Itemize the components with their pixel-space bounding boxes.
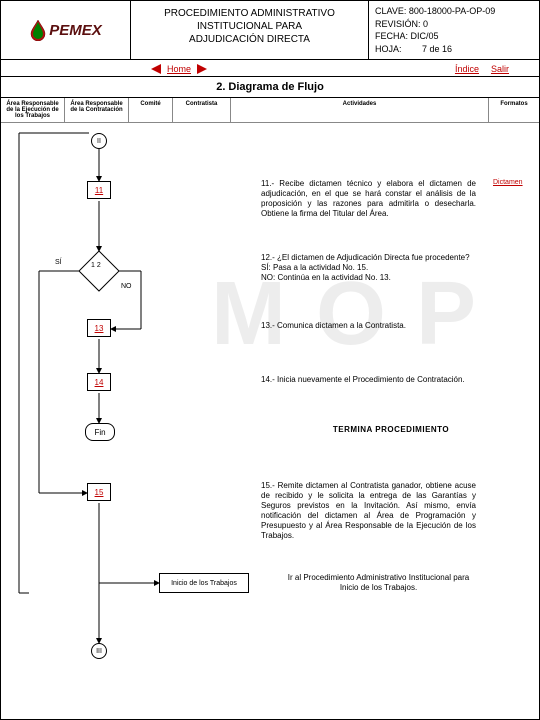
columns-header: Área Responsable de la Ejecución de los … (1, 98, 539, 123)
title-line-3: ADJUDICACIÓN DIRECTA (135, 33, 364, 46)
col-3: Comité (129, 98, 173, 122)
nav-right: Índice Salir (455, 64, 509, 74)
box-14[interactable]: 14 (87, 373, 111, 391)
box-inicio-trabajos[interactable]: Inicio de los Trabajos (159, 573, 249, 593)
activity-13: 13.- Comunica dictamen a la Contratista. (261, 321, 476, 331)
salir-link[interactable]: Salir (491, 64, 509, 74)
col-1: Área Responsable de la Ejecución de los … (1, 98, 65, 122)
label-no: NO (121, 283, 132, 290)
logo-cell: PEMEX (1, 1, 131, 59)
header: PEMEX PROCEDIMIENTO ADMINISTRATIVO INSTI… (1, 1, 539, 60)
format-dictamen[interactable]: Dictamen (493, 179, 523, 186)
section-title: 2. Diagrama de Flujo (1, 76, 539, 98)
navbar: Home Índice Salir (1, 60, 539, 76)
box-15[interactable]: 15 (87, 483, 111, 501)
col-6: Formatos (489, 98, 539, 122)
box-11[interactable]: 11 (87, 181, 111, 199)
box-fin: Fin (85, 423, 115, 441)
col-4: Contratista (173, 98, 231, 122)
title-line-1: PROCEDIMIENTO ADMINISTRATIVO (135, 7, 364, 20)
prev-arrow-icon[interactable] (151, 64, 163, 74)
title-line-2: INSTITUCIONAL PARA (135, 20, 364, 33)
col-2: Área Responsable de la Contratación (65, 98, 129, 122)
decision-12: 1 2 (91, 262, 101, 269)
nav-home-group: Home (151, 64, 207, 74)
doc-meta: CLAVE: 800-18000-PA-OP-09 REVISIÓN: 0 FE… (369, 1, 539, 59)
doc-title: PROCEDIMIENTO ADMINISTRATIVO INSTITUCION… (131, 1, 369, 59)
indice-link[interactable]: Índice (455, 64, 479, 74)
activity-termina: TERMINA PROCEDIMIENTO (301, 425, 481, 435)
diagram-area: MOP (1, 123, 539, 701)
meta-clave: CLAVE: 800-18000-PA-OP-09 (375, 5, 533, 18)
activity-15: 15.- Remite dictamen al Contratista gana… (261, 481, 476, 541)
home-link[interactable]: Home (167, 64, 191, 74)
meta-fecha: FECHA: DIC/05 (375, 30, 533, 43)
box-13[interactable]: 13 (87, 319, 111, 337)
page: PEMEX PROCEDIMIENTO ADMINISTRATIVO INSTI… (0, 0, 540, 720)
activity-12: 12.- ¿El dictamen de Adjudicación Direct… (261, 253, 476, 283)
meta-revision: REVISIÓN: 0 (375, 18, 533, 31)
meta-hoja-label: HOJA: (375, 43, 402, 56)
activity-11: 11.- Recibe dictamen técnico y elabora e… (261, 179, 476, 219)
pemex-logo: PEMEX (29, 19, 102, 41)
next-arrow-icon[interactable] (195, 64, 207, 74)
logo-text: PEMEX (49, 22, 102, 39)
drop-icon (29, 19, 47, 41)
activity-14: 14.- Inicia nuevamente el Procedimiento … (261, 375, 476, 385)
label-si: SÍ (55, 259, 62, 266)
col-5: Actividades (231, 98, 489, 122)
activity-ir: Ir al Procedimiento Administrativo Insti… (281, 573, 476, 593)
meta-hoja-value: 7 de 16 (422, 44, 452, 54)
